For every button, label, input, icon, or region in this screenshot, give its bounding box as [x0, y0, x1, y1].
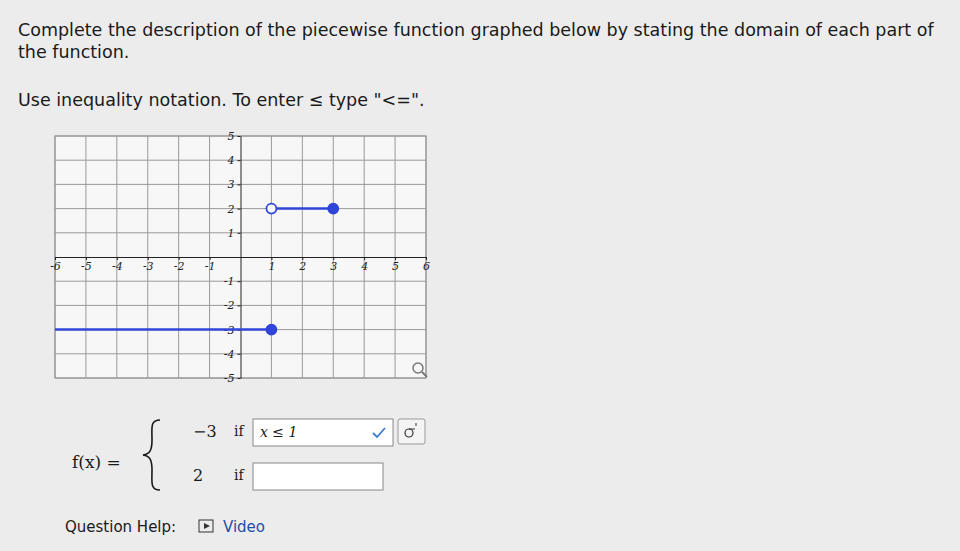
x-tick-label: 1	[268, 260, 275, 273]
piece-value: −3	[193, 422, 217, 441]
y-tick-mark	[238, 305, 241, 306]
prompt-line: Complete the description of the piecewis…	[18, 20, 934, 40]
y-tick: 5	[228, 130, 241, 143]
answer-input[interactable]	[253, 419, 393, 446]
help-label: Question Help:	[65, 518, 176, 536]
math-editor-glyph[interactable]	[409, 423, 416, 429]
y-tick-label: 4	[227, 154, 235, 167]
closed-dot	[328, 204, 338, 214]
zoom-icon-handle[interactable]	[422, 372, 427, 377]
x-tick: -3	[143, 257, 154, 273]
y-tick-mark	[238, 378, 241, 379]
line-segment	[55, 328, 271, 331]
grid-line-y	[55, 329, 426, 330]
x-tick: -6	[50, 257, 61, 273]
line-segment	[271, 207, 333, 210]
brace	[143, 420, 160, 490]
x-tick-label: -4	[112, 260, 123, 273]
y-tick-label: 2	[227, 203, 235, 216]
y-tick-label: -2	[224, 299, 235, 312]
x-tick-label: -3	[143, 260, 154, 273]
chart: -6-5-4-3-2-1123456-5-4-3-2-112345	[50, 130, 430, 385]
x-tick-label: -1	[205, 260, 216, 273]
x-tick-label: -2	[174, 260, 185, 273]
x-axis: -6 -5 -4 -3 -2 -1 1 2 3 4 5 6	[50, 257, 430, 273]
x-tick: 5	[392, 257, 399, 273]
video-icon[interactable]	[199, 520, 213, 532]
y-tick-label: 1	[228, 227, 235, 240]
y-tick-mark	[238, 160, 241, 161]
x-tick-label: 4	[360, 260, 368, 273]
x-tick-label: -5	[81, 260, 92, 273]
function-name: f(x) =	[72, 452, 121, 472]
y-axis-line	[241, 137, 242, 379]
x-tick: 4	[360, 257, 368, 273]
open-dot	[266, 204, 276, 214]
x-tick: 2	[298, 257, 306, 273]
y-tick-mark	[238, 209, 241, 210]
y-tick-label: -4	[224, 348, 235, 361]
closed-dot	[266, 325, 276, 335]
y-tick: -5	[224, 372, 241, 385]
piece-value: 2	[193, 466, 203, 485]
y-tick-label: -5	[224, 372, 235, 385]
x-tick-label: -6	[50, 260, 61, 273]
y-tick-mark	[238, 281, 241, 282]
math-editor-button[interactable]	[398, 419, 425, 444]
x-tick-label: 6	[423, 260, 430, 273]
grid	[55, 136, 426, 378]
y-tick: -1	[224, 275, 241, 288]
y-tick: -4	[224, 348, 241, 361]
plot-frame	[55, 136, 426, 378]
zoom-icon-lens[interactable]	[413, 363, 423, 373]
y-tick: 4	[227, 154, 241, 167]
instruction: Use inequality notation. To enter ≤ type…	[18, 90, 425, 110]
y-tick-mark	[238, 233, 241, 234]
x-tick: -1	[205, 257, 216, 273]
x-tick-label: 5	[392, 260, 399, 273]
y-tick-label: 5	[228, 130, 235, 143]
page: Complete the description of the piecewis…	[0, 0, 960, 551]
x-tick: -2	[174, 257, 185, 273]
video-icon-play[interactable]	[204, 523, 210, 529]
y-tick: 1	[228, 227, 241, 240]
condition-word: if	[234, 423, 245, 439]
y-tick: 3	[228, 178, 241, 191]
grid-line-x	[55, 136, 56, 378]
x-tick-label: 2	[298, 260, 306, 273]
grid-line-y	[55, 136, 426, 137]
prompt-line: the function.	[18, 42, 129, 62]
x-tick: -5	[81, 257, 92, 273]
x-tick: 6	[423, 257, 430, 273]
y-axis: -5-4-3-2-112345	[224, 130, 241, 385]
y-tick: 2	[227, 203, 241, 216]
y-tick-mark	[238, 136, 241, 137]
y-tick-mark	[238, 184, 241, 185]
answer-input[interactable]	[253, 463, 383, 490]
math-editor-glyph[interactable]	[405, 429, 413, 437]
help-link[interactable]: Video	[223, 518, 265, 536]
condition-word: if	[234, 467, 245, 483]
x-tick: 3	[330, 257, 337, 273]
background	[0, 0, 960, 551]
x-tick-label: 3	[330, 260, 337, 273]
zoom-icon[interactable]	[413, 363, 427, 377]
answer-text: x ≤ 1	[260, 424, 297, 440]
formula: f(x) = −3 if x ≤ 1 2 if	[72, 419, 425, 490]
check-icon	[373, 428, 385, 437]
x-tick: 1	[268, 257, 275, 273]
y-tick-label: 3	[228, 178, 235, 191]
x-tick: -4	[112, 257, 123, 273]
marks	[55, 204, 338, 335]
y-tick: -2	[224, 299, 241, 312]
y-tick-label: -1	[224, 275, 235, 288]
y-tick-mark	[238, 354, 241, 355]
